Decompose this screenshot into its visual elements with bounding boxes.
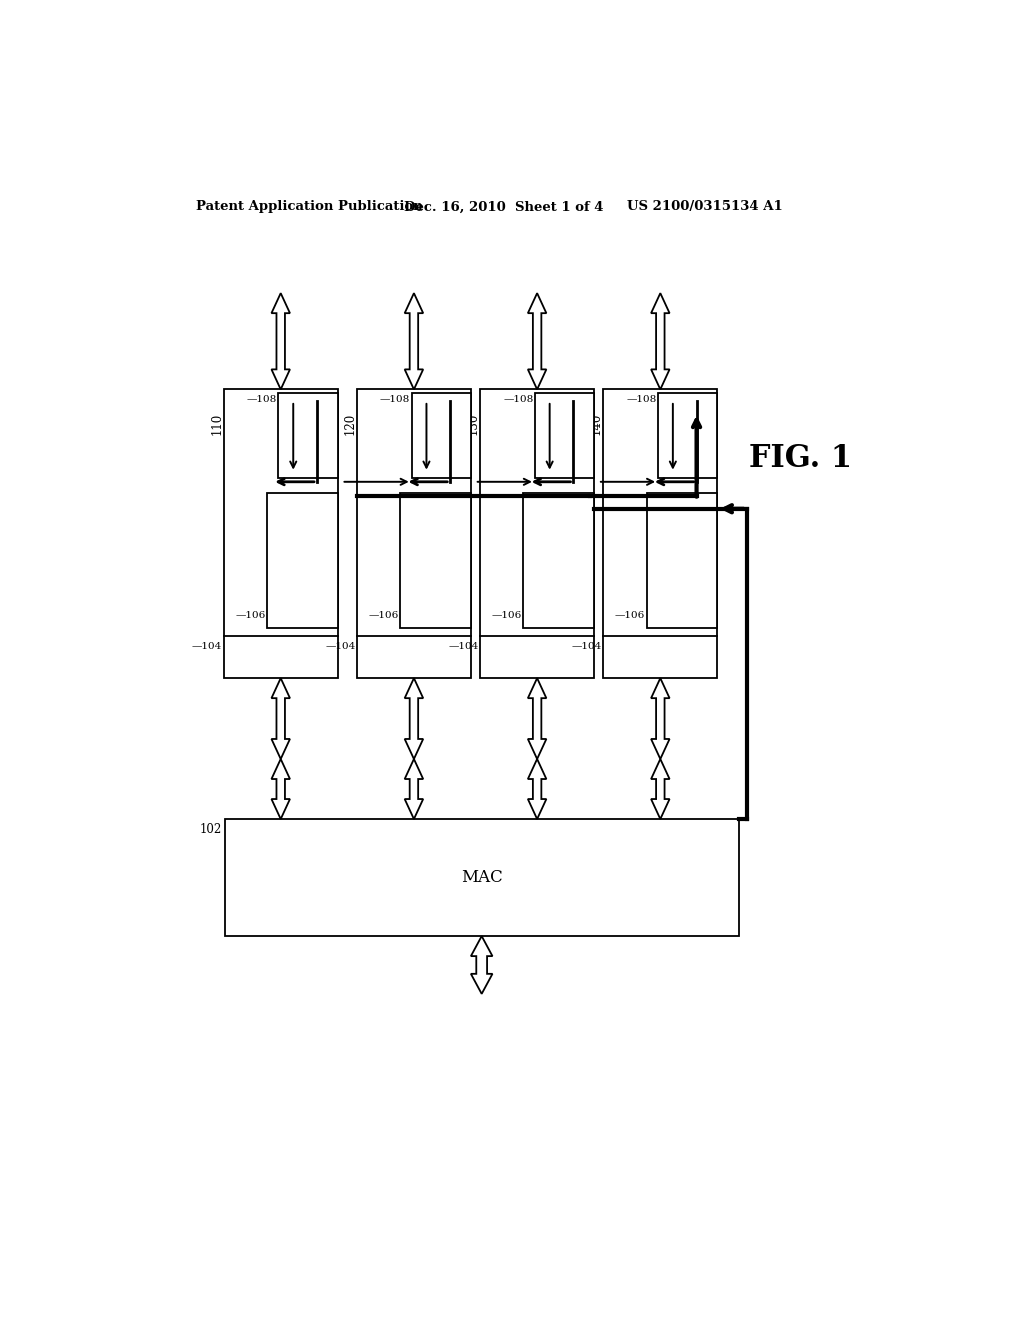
Text: —104: —104 <box>571 642 602 651</box>
Text: —104: —104 <box>326 642 355 651</box>
Text: —104: —104 <box>191 642 222 651</box>
Text: Patent Application Publication: Patent Application Publication <box>196 201 423 214</box>
Bar <box>279 393 338 478</box>
Bar <box>603 389 717 678</box>
Bar <box>480 389 594 678</box>
Polygon shape <box>528 293 547 389</box>
Text: US 2100/0315134 A1: US 2100/0315134 A1 <box>628 201 783 214</box>
Polygon shape <box>528 678 547 759</box>
Text: —106: —106 <box>369 611 398 620</box>
Polygon shape <box>651 759 670 818</box>
Bar <box>400 494 471 628</box>
Text: —106: —106 <box>236 611 265 620</box>
Polygon shape <box>651 678 670 759</box>
Text: —106: —106 <box>492 611 522 620</box>
Bar <box>535 393 594 478</box>
Text: 120: 120 <box>343 412 356 434</box>
Text: —108: —108 <box>247 395 276 404</box>
Text: FIG. 1: FIG. 1 <box>749 444 852 474</box>
Text: —108: —108 <box>627 395 656 404</box>
Polygon shape <box>404 293 423 389</box>
Bar <box>267 494 338 628</box>
Text: —106: —106 <box>614 611 645 620</box>
Polygon shape <box>271 293 290 389</box>
Text: Dec. 16, 2010  Sheet 1 of 4: Dec. 16, 2010 Sheet 1 of 4 <box>403 201 603 214</box>
Polygon shape <box>271 759 290 818</box>
Polygon shape <box>404 759 423 818</box>
Text: 102: 102 <box>200 822 222 836</box>
Text: —104: —104 <box>449 642 478 651</box>
Bar <box>412 393 471 478</box>
Text: MAC: MAC <box>461 869 503 886</box>
Text: —108: —108 <box>380 395 410 404</box>
Polygon shape <box>651 293 670 389</box>
Bar <box>224 818 739 936</box>
Polygon shape <box>471 936 493 994</box>
Bar <box>658 393 717 478</box>
Text: —108: —108 <box>503 395 534 404</box>
Text: 140: 140 <box>590 412 603 434</box>
Bar <box>357 389 471 678</box>
Polygon shape <box>271 678 290 759</box>
Text: 110: 110 <box>210 412 223 434</box>
Polygon shape <box>528 759 547 818</box>
Bar <box>223 389 338 678</box>
Bar <box>523 494 594 628</box>
Bar <box>646 494 717 628</box>
Polygon shape <box>404 678 423 759</box>
Text: 130: 130 <box>467 412 479 434</box>
